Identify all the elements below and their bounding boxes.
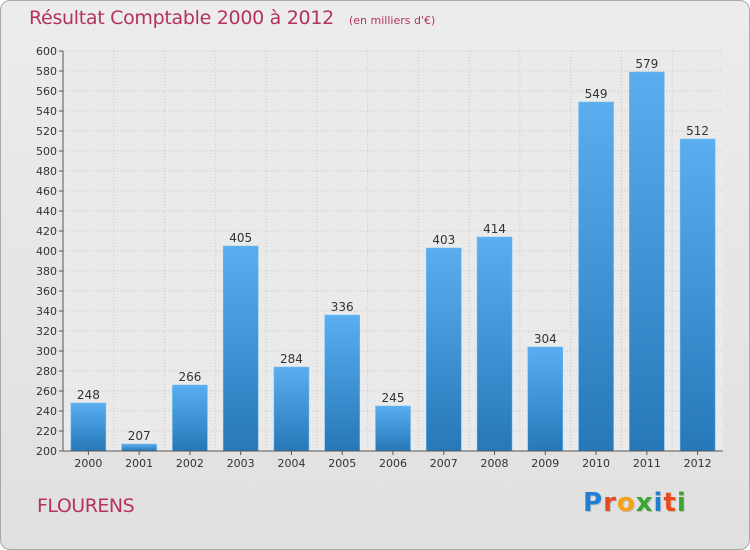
data-label-2001: 207 (128, 429, 151, 443)
logo-letter: i (676, 488, 687, 518)
data-label-2004: 284 (280, 352, 303, 366)
data-label-2000: 248 (77, 388, 100, 402)
y-tick-label: 360 (36, 285, 57, 298)
y-tick-label: 400 (36, 245, 57, 258)
logo-letter: r (603, 488, 617, 518)
y-tick-label: 300 (36, 345, 57, 358)
x-tick-label-2004: 2004 (277, 457, 305, 470)
y-tick-label: 560 (36, 85, 57, 98)
chart-subtitle: (en milliers d'€) (348, 14, 436, 27)
bar-2008[interactable] (476, 236, 513, 452)
data-label-2012: 512 (686, 124, 709, 138)
bar-2003[interactable] (222, 245, 259, 452)
bar-2001[interactable] (121, 443, 157, 452)
title-row: Résultat Comptable 2000 à 2012 (en milli… (29, 7, 435, 29)
logo-letter: P (583, 488, 604, 518)
logo-letter: t (663, 488, 677, 518)
data-label-2010: 549 (585, 87, 608, 101)
x-tick-label-2009: 2009 (531, 457, 559, 470)
data-label-2009: 304 (534, 332, 557, 346)
y-tick-label: 440 (36, 205, 57, 218)
x-tick-label-2002: 2002 (176, 457, 204, 470)
bar-2010[interactable] (578, 101, 614, 452)
x-tick-label-2005: 2005 (328, 457, 356, 470)
data-label-2006: 245 (382, 391, 405, 405)
y-tick-label: 480 (36, 165, 57, 178)
x-tick-label-2006: 2006 (379, 457, 407, 470)
x-tick-label-2001: 2001 (125, 457, 153, 470)
x-tick-label-2007: 2007 (430, 457, 458, 470)
y-tick-label: 380 (36, 265, 57, 278)
y-tick-label: 540 (36, 105, 57, 118)
y-tick-label: 240 (36, 405, 57, 418)
y-tick-label: 580 (36, 65, 57, 78)
bar-2000[interactable] (70, 402, 107, 452)
bar-2004[interactable] (273, 366, 310, 452)
y-tick-label: 220 (36, 425, 57, 438)
bar-2009[interactable] (527, 346, 564, 452)
x-tick-label-2010: 2010 (582, 457, 610, 470)
bar-2006[interactable] (375, 405, 411, 452)
y-tick-label: 340 (36, 305, 57, 318)
data-label-2007: 403 (432, 233, 455, 247)
y-tick-label: 500 (36, 145, 57, 158)
x-tick-label-2000: 2000 (74, 457, 102, 470)
chart-title: Résultat Comptable 2000 à 2012 (29, 7, 334, 29)
data-label-2002: 266 (178, 370, 201, 384)
town-name: FLOURENS (37, 495, 135, 517)
bar-2012[interactable] (679, 138, 716, 452)
y-tick-label: 600 (36, 45, 57, 58)
x-tick-label-2012: 2012 (684, 457, 712, 470)
logo-letter: x (635, 488, 654, 518)
bar-2011[interactable] (629, 71, 665, 452)
y-tick-label: 460 (36, 185, 57, 198)
data-label-2003: 405 (229, 231, 252, 245)
bar-2002[interactable] (172, 384, 208, 452)
y-tick-label: 320 (36, 325, 57, 338)
proxiti-logo[interactable]: Proxiti (583, 488, 687, 518)
y-tick-label: 260 (36, 385, 57, 398)
data-label-2005: 336 (331, 300, 354, 314)
x-tick-label-2011: 2011 (633, 457, 661, 470)
y-tick-label: 420 (36, 225, 57, 238)
bar-2005[interactable] (324, 314, 360, 452)
y-tick-label: 200 (36, 445, 57, 458)
bar-2007[interactable] (426, 247, 462, 452)
x-tick-label-2003: 2003 (227, 457, 255, 470)
x-tick-label-2008: 2008 (481, 457, 509, 470)
logo-letter: i (653, 488, 664, 518)
logo-letter: o (616, 488, 636, 518)
data-label-2008: 414 (483, 222, 506, 236)
y-tick-label: 280 (36, 365, 57, 378)
y-tick-label: 520 (36, 125, 57, 138)
data-label-2011: 579 (635, 57, 658, 71)
